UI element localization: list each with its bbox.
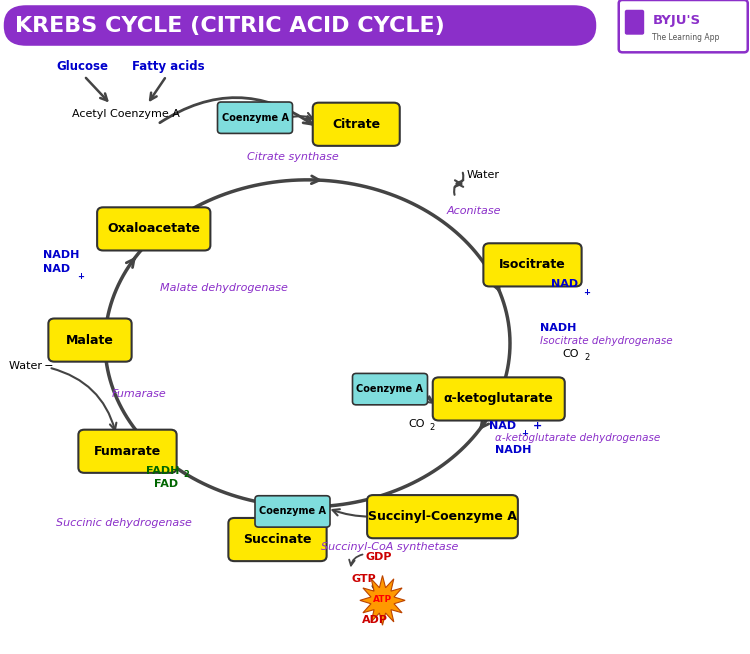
Text: ADP: ADP xyxy=(362,615,388,625)
Text: GTP: GTP xyxy=(351,574,376,584)
Text: CO: CO xyxy=(409,419,425,429)
Text: Acetyl Coenzyme A: Acetyl Coenzyme A xyxy=(72,109,180,120)
Text: Fatty acids: Fatty acids xyxy=(133,60,205,73)
FancyBboxPatch shape xyxy=(79,430,177,473)
Text: Isocitrate dehydrogenase: Isocitrate dehydrogenase xyxy=(540,336,673,347)
Text: Succinyl-Coenzyme A: Succinyl-Coenzyme A xyxy=(368,510,517,523)
Text: Coenzyme A: Coenzyme A xyxy=(259,506,326,517)
FancyBboxPatch shape xyxy=(255,496,330,527)
Text: Succinyl-CoA synthetase: Succinyl-CoA synthetase xyxy=(321,542,459,553)
Text: Malate dehydrogenase: Malate dehydrogenase xyxy=(160,283,287,293)
FancyBboxPatch shape xyxy=(367,495,518,538)
Text: BYJU'S: BYJU'S xyxy=(652,14,700,27)
Text: NAD: NAD xyxy=(44,264,70,274)
Text: +: + xyxy=(77,272,84,281)
FancyBboxPatch shape xyxy=(626,10,644,34)
Text: α-ketoglutarate dehydrogenase: α-ketoglutarate dehydrogenase xyxy=(495,433,660,443)
Text: Succinic dehydrogenase: Succinic dehydrogenase xyxy=(56,518,192,528)
FancyBboxPatch shape xyxy=(619,0,748,52)
Text: Coenzyme A: Coenzyme A xyxy=(221,112,289,123)
FancyBboxPatch shape xyxy=(48,318,132,362)
Text: Glucose: Glucose xyxy=(56,60,109,73)
Text: NADH: NADH xyxy=(44,250,80,260)
Text: α-ketoglutarate: α-ketoglutarate xyxy=(444,392,554,405)
FancyBboxPatch shape xyxy=(4,5,596,46)
Polygon shape xyxy=(360,576,405,625)
Text: KREBS CYCLE (CITRIC ACID CYCLE): KREBS CYCLE (CITRIC ACID CYCLE) xyxy=(15,16,445,35)
FancyBboxPatch shape xyxy=(433,377,565,421)
FancyBboxPatch shape xyxy=(217,102,292,133)
Text: CO: CO xyxy=(562,349,579,360)
Text: NADH: NADH xyxy=(495,445,531,455)
Text: ATP: ATP xyxy=(373,595,392,604)
Text: Water ─: Water ─ xyxy=(9,361,53,371)
Text: Isocitrate: Isocitrate xyxy=(500,258,566,271)
Text: 2: 2 xyxy=(183,470,189,479)
FancyBboxPatch shape xyxy=(483,243,582,286)
FancyBboxPatch shape xyxy=(352,373,428,405)
Text: Citrate: Citrate xyxy=(332,118,380,131)
Text: 2: 2 xyxy=(429,422,434,432)
FancyBboxPatch shape xyxy=(313,103,400,146)
Text: FAD: FAD xyxy=(154,479,178,489)
Text: Malate: Malate xyxy=(66,334,114,347)
FancyBboxPatch shape xyxy=(97,207,210,250)
Text: NAD: NAD xyxy=(551,279,578,290)
Text: Fumarase: Fumarase xyxy=(111,388,166,399)
Text: Aconitase: Aconitase xyxy=(446,205,501,216)
Text: +: + xyxy=(532,421,542,432)
Text: NADH: NADH xyxy=(540,323,576,334)
Text: +: + xyxy=(521,429,528,438)
Text: FADH: FADH xyxy=(146,466,180,476)
Text: Succinate: Succinate xyxy=(243,533,312,546)
FancyBboxPatch shape xyxy=(228,518,327,561)
Text: +: + xyxy=(584,288,590,297)
Text: NAD: NAD xyxy=(489,421,516,432)
Text: Coenzyme A: Coenzyme A xyxy=(356,384,424,394)
Text: GDP: GDP xyxy=(366,552,392,562)
Text: Citrate synthase: Citrate synthase xyxy=(247,152,338,162)
Text: Fumarate: Fumarate xyxy=(94,445,161,458)
Text: Water: Water xyxy=(466,170,500,181)
Text: 2: 2 xyxy=(584,353,590,362)
Text: Oxaloacetate: Oxaloacetate xyxy=(107,222,200,235)
Text: The Learning App: The Learning App xyxy=(652,33,720,43)
